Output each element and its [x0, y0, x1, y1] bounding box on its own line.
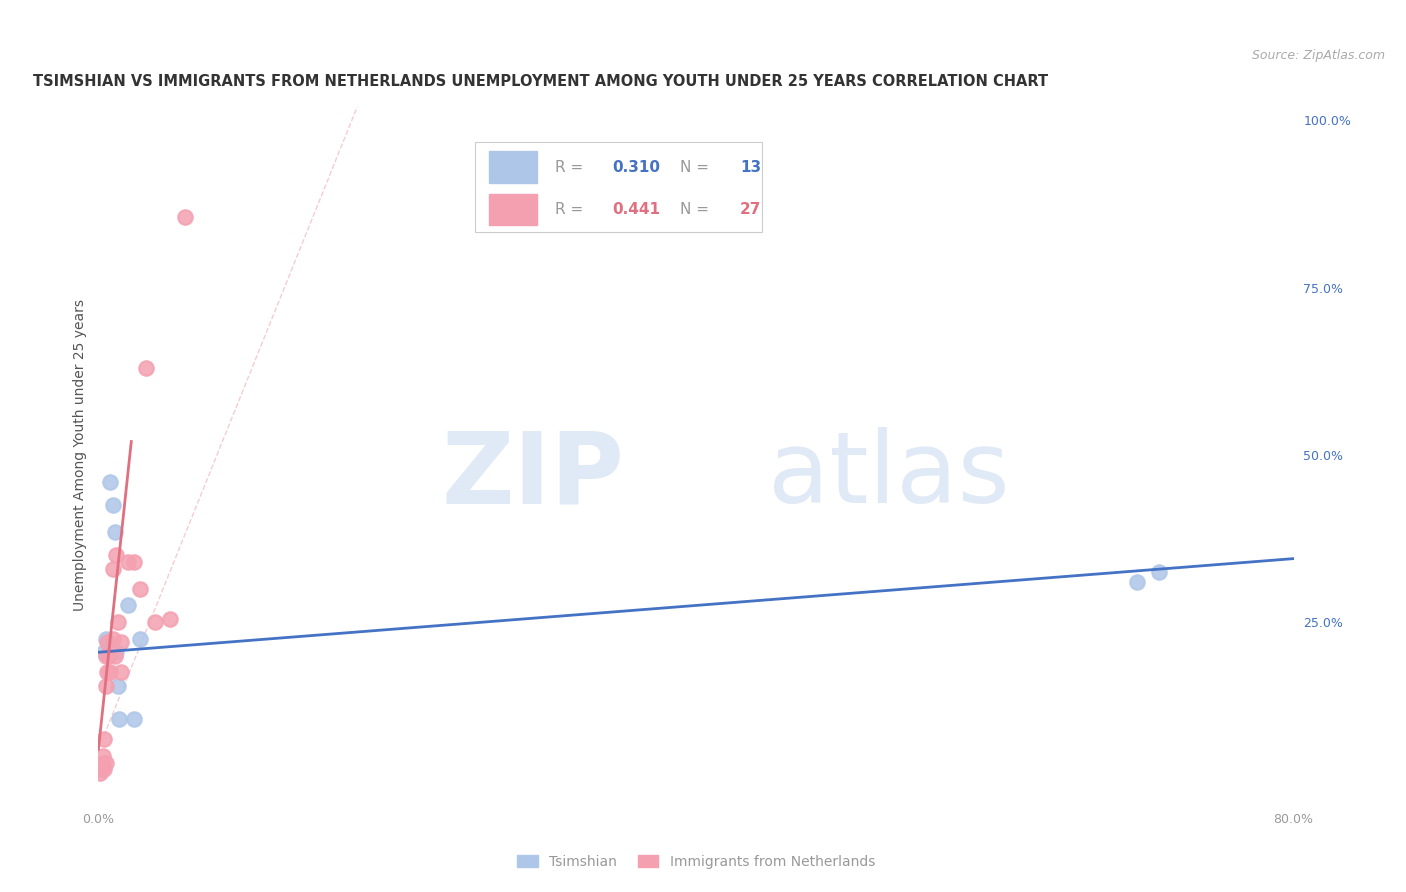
Point — [103, 562, 125, 576]
FancyBboxPatch shape — [489, 194, 537, 226]
Point — [104, 648, 127, 663]
Point — [174, 211, 197, 225]
Point — [159, 612, 181, 626]
Point — [103, 632, 125, 646]
Point — [124, 712, 146, 726]
Text: 27: 27 — [740, 202, 762, 217]
Text: N =: N = — [681, 202, 714, 217]
Point — [96, 635, 118, 649]
Point — [105, 645, 128, 659]
Point — [110, 635, 132, 649]
Point — [90, 762, 112, 776]
Point — [117, 555, 139, 569]
Y-axis label: Unemployment Among Youth under 25 years: Unemployment Among Youth under 25 years — [73, 299, 87, 611]
Text: 13: 13 — [740, 160, 761, 175]
Point — [1125, 575, 1147, 590]
Text: 0.310: 0.310 — [613, 160, 661, 175]
Text: 0.441: 0.441 — [613, 202, 661, 217]
Point — [1147, 565, 1170, 579]
Point — [129, 632, 152, 646]
Point — [98, 475, 122, 489]
Point — [110, 665, 132, 680]
Point — [117, 599, 139, 613]
Text: R =: R = — [555, 160, 588, 175]
Point — [107, 615, 129, 630]
Text: N =: N = — [681, 160, 714, 175]
Point — [97, 648, 120, 663]
Point — [94, 679, 117, 693]
Text: Source: ZipAtlas.com: Source: ZipAtlas.com — [1251, 49, 1385, 62]
Legend: Tsimshian, Immigrants from Netherlands: Tsimshian, Immigrants from Netherlands — [510, 848, 882, 876]
Point — [108, 712, 131, 726]
Point — [107, 679, 129, 693]
Point — [103, 498, 125, 512]
Point — [91, 756, 114, 770]
Point — [91, 749, 114, 764]
Point — [94, 648, 117, 663]
Point — [94, 632, 117, 646]
Point — [89, 765, 111, 780]
Point — [129, 582, 152, 596]
Point — [105, 548, 128, 563]
Point — [93, 762, 115, 776]
Point — [135, 361, 157, 376]
Point — [94, 756, 117, 770]
Text: atlas: atlas — [768, 427, 1010, 524]
Text: TSIMSHIAN VS IMMIGRANTS FROM NETHERLANDS UNEMPLOYMENT AMONG YOUTH UNDER 25 YEARS: TSIMSHIAN VS IMMIGRANTS FROM NETHERLANDS… — [32, 74, 1047, 89]
Point — [104, 524, 127, 539]
Point — [143, 615, 166, 630]
Point — [124, 555, 146, 569]
Point — [98, 665, 122, 680]
Point — [93, 732, 115, 747]
Text: ZIP: ZIP — [441, 427, 624, 524]
Point — [93, 645, 115, 659]
FancyBboxPatch shape — [475, 142, 762, 232]
Point — [96, 665, 118, 680]
FancyBboxPatch shape — [489, 152, 537, 183]
Text: R =: R = — [555, 202, 588, 217]
